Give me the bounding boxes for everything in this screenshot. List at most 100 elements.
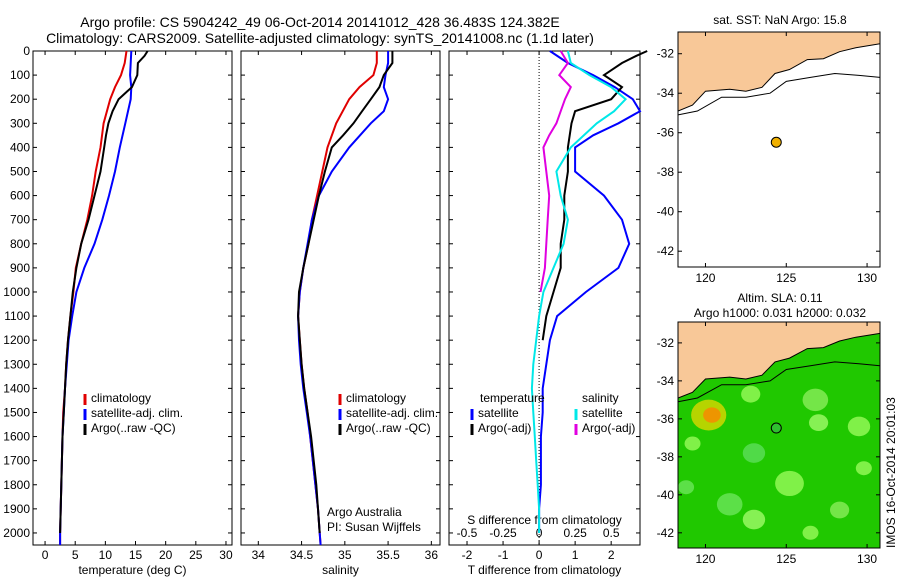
xtick-label: 35.5 bbox=[376, 548, 400, 562]
s-axis-label: S difference from climatology bbox=[467, 513, 622, 527]
xtick-label: 0 bbox=[536, 548, 543, 562]
ytick-label: 1800 bbox=[3, 478, 30, 492]
xtick-label: 15 bbox=[129, 548, 143, 562]
xtick-label: 25 bbox=[189, 548, 203, 562]
x-axis-label: salinity bbox=[322, 563, 359, 577]
sla-blob bbox=[802, 525, 819, 540]
map-ytick-label: -34 bbox=[657, 86, 675, 100]
xtick-label: 0 bbox=[42, 548, 49, 562]
x-axis-label: T difference from climatology bbox=[468, 563, 622, 577]
legend-label: Argo(-adj) bbox=[478, 421, 531, 435]
land-area bbox=[678, 322, 880, 399]
ytick-label: 1300 bbox=[3, 357, 30, 371]
legend-label: satellite-adj. clim. bbox=[91, 406, 183, 420]
map-ytick-label: -32 bbox=[657, 47, 675, 61]
map-sst-frame bbox=[677, 31, 881, 268]
map-ytick-label: -38 bbox=[657, 450, 675, 464]
sla-blob bbox=[703, 407, 721, 423]
isobath-contour bbox=[678, 72, 880, 116]
figure-title-line2: Climatology: CARS2009. Satellite-adjuste… bbox=[46, 30, 594, 46]
map-xtick-label: 120 bbox=[695, 271, 715, 285]
series-line-argo-raw-qc- bbox=[297, 51, 394, 534]
map-ytick-label: -40 bbox=[657, 488, 675, 502]
map-ytick-label: -38 bbox=[657, 165, 675, 179]
xtick-label: 36 bbox=[425, 548, 439, 562]
legend-label: satellite-adj. clim. bbox=[346, 406, 438, 420]
sla-blob bbox=[775, 470, 804, 497]
ytick-label: 1700 bbox=[3, 454, 30, 468]
map-xtick-label: 125 bbox=[776, 552, 796, 566]
s-tick-label: 0.5 bbox=[603, 526, 620, 540]
xtick-label: 34.5 bbox=[290, 548, 314, 562]
ytick-label: 2000 bbox=[3, 526, 30, 540]
ytick-label: 600 bbox=[10, 189, 30, 203]
sla-blob bbox=[830, 501, 850, 519]
sla-blob bbox=[678, 480, 695, 495]
map-sla-content bbox=[678, 322, 880, 548]
legend-label: Argo(..raw -QC) bbox=[346, 421, 431, 435]
ytick-label: 400 bbox=[10, 140, 30, 154]
sla-blob bbox=[802, 388, 829, 412]
plot-frame-salinity bbox=[240, 50, 441, 546]
ytick-label: 1100 bbox=[4, 309, 30, 323]
plot-frame-difference bbox=[448, 50, 641, 546]
s-tick-label: -0.25 bbox=[489, 526, 517, 540]
sla-blob bbox=[847, 416, 871, 437]
xtick-label: -1 bbox=[498, 548, 509, 562]
xtick-label: 5 bbox=[72, 548, 79, 562]
s-tick-label: -0.5 bbox=[457, 526, 478, 540]
argo-float-marker bbox=[770, 136, 782, 148]
legend-label: climatology bbox=[91, 391, 151, 405]
land-area bbox=[678, 32, 880, 112]
argo-float-marker bbox=[770, 422, 782, 434]
ytick-label: 500 bbox=[10, 164, 30, 178]
sla-blob bbox=[742, 443, 766, 463]
map-ytick-label: -34 bbox=[657, 374, 675, 388]
legend-label: Argo(..raw -QC) bbox=[91, 421, 176, 435]
sla-blob bbox=[716, 493, 743, 516]
ytick-label: 800 bbox=[10, 237, 30, 251]
legend-header: temperature bbox=[480, 391, 545, 405]
series-line-satellite-t- bbox=[538, 50, 642, 533]
ytick-label: 1200 bbox=[3, 333, 30, 347]
xtick-label: 2 bbox=[608, 548, 615, 562]
x-axis-label: temperature (deg C) bbox=[78, 563, 186, 577]
figure-title-line1: Argo profile: CS 5904242_49 06-Oct-2014 … bbox=[80, 14, 560, 30]
map-xtick-label: 130 bbox=[857, 271, 877, 285]
isobath-contour bbox=[678, 361, 880, 403]
imos-timestamp-watermark: IMOS 16-Oct-2014 20:01:03 bbox=[884, 397, 898, 548]
ytick-label: 900 bbox=[10, 261, 30, 275]
sla-blob bbox=[855, 461, 872, 476]
map-ytick-label: -36 bbox=[657, 412, 675, 426]
legend-label: satellite bbox=[478, 406, 519, 420]
map-sla-frame bbox=[677, 321, 881, 549]
map-ytick-label: -36 bbox=[657, 126, 675, 140]
ytick-label: 1000 bbox=[3, 285, 30, 299]
map-sla-title2: Argo h1000: 0.031 h2000: 0.032 bbox=[694, 306, 866, 320]
sla-blob bbox=[741, 385, 761, 403]
series-line-argo-adj-t- bbox=[541, 50, 648, 341]
sla-blob bbox=[808, 414, 829, 432]
map-ytick-label: -42 bbox=[657, 526, 675, 540]
xtick-label: -2 bbox=[462, 548, 473, 562]
map-ytick-label: -40 bbox=[657, 205, 675, 219]
ytick-label: 1600 bbox=[3, 430, 30, 444]
annotation-line: Argo Australia bbox=[327, 505, 402, 519]
map-xtick-label: 125 bbox=[776, 271, 796, 285]
ytick-label: 200 bbox=[10, 92, 30, 106]
series-line-argo-adj-s- bbox=[539, 50, 573, 293]
ytick-label: 0 bbox=[23, 44, 30, 58]
ytick-label: 300 bbox=[10, 116, 30, 130]
xtick-label: 1 bbox=[572, 548, 579, 562]
series-line-satellite-s- bbox=[530, 50, 628, 533]
annotation-line: PI: Susan Wijffels bbox=[327, 520, 421, 534]
xtick-label: 20 bbox=[159, 548, 173, 562]
map-ytick-label: -32 bbox=[657, 336, 675, 350]
sla-blob bbox=[684, 436, 701, 451]
legend-label: Argo(-adj) bbox=[582, 421, 635, 435]
xtick-label: 35 bbox=[338, 548, 352, 562]
legend-header: salinity bbox=[582, 391, 619, 405]
map-sst-title: sat. SST: NaN Argo: 15.8 bbox=[713, 13, 847, 27]
plot-frame-temperature bbox=[32, 50, 233, 546]
